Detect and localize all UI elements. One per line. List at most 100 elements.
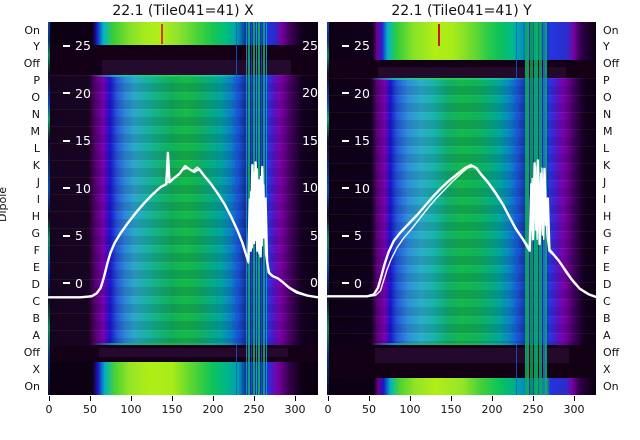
- row-label-left: I: [36, 193, 40, 206]
- beam-curve: [48, 166, 318, 298]
- row-label-right: M: [603, 125, 613, 139]
- row-labels-left: On Y Off P O N M L K J I H G F E D C B A Off X On: [0, 22, 43, 395]
- x-tick-mark: [172, 396, 173, 401]
- beam-curve-svg: [48, 151, 318, 299]
- tick-dash: [342, 187, 349, 189]
- row-label-right: H: [603, 210, 612, 223]
- x-tick-label: 250: [243, 403, 265, 416]
- row-label-right: K: [603, 159, 611, 173]
- db-tick-value: 10: [75, 180, 91, 196]
- row-label-left: H: [31, 210, 40, 223]
- row-label-left: On: [24, 23, 40, 37]
- band-all-on-bottom: [48, 362, 318, 395]
- x-tick-label: 200: [202, 403, 224, 416]
- row-label-right: P: [603, 74, 610, 88]
- dark-row-patch: [378, 67, 567, 78]
- row-label-right: On: [603, 379, 619, 393]
- db-tick-value: 10: [354, 180, 370, 196]
- x-tick-label: 250: [522, 403, 544, 416]
- row-label-left: L: [33, 142, 40, 156]
- x-tick-mark: [492, 396, 493, 401]
- db-tick-label: 5: [63, 227, 83, 245]
- x-tick-mark: [574, 396, 575, 401]
- rfi-stripe: [527, 22, 530, 395]
- db-tick-value: 20: [354, 85, 370, 101]
- row-labels-right: On Y Off P O N M L K J I H G F E D C B A Off X On: [601, 22, 640, 395]
- db-tick-value: 0: [354, 275, 362, 291]
- tick-dash: [63, 139, 70, 142]
- red-marker: [161, 24, 164, 44]
- db-tick-value: 5: [75, 228, 83, 243]
- rfi-stripe: [516, 22, 518, 395]
- row-label-right: Off: [603, 345, 620, 359]
- row-label-left: C: [32, 294, 40, 308]
- tick-dash: [342, 44, 349, 47]
- x-tick-label: 50: [83, 403, 97, 416]
- band-off-lower: [48, 345, 318, 362]
- row-label-left: E: [33, 260, 40, 274]
- tick-dash: [63, 44, 70, 47]
- tick-dash: [342, 282, 349, 284]
- row-label-left: Off: [23, 57, 40, 71]
- db-tick-value: 5: [354, 228, 362, 243]
- row-label-left: D: [31, 277, 40, 291]
- x-tick-label: 100: [399, 403, 421, 416]
- x-tick-mark: [131, 396, 132, 401]
- db-tick-value: 20: [75, 85, 91, 101]
- row-label-left: F: [33, 243, 40, 257]
- band-body: [48, 75, 318, 345]
- db-tick-label: 10: [63, 179, 91, 197]
- row-label-left: On: [24, 379, 40, 393]
- tick-dash: [63, 92, 70, 94]
- band-off-lower: [327, 345, 596, 378]
- x-tick-mark: [90, 396, 91, 401]
- beam-curve: [48, 151, 318, 299]
- band-off-upper: [48, 45, 318, 75]
- row-label-left: G: [31, 226, 40, 240]
- row-label-left: Y: [33, 40, 40, 54]
- x-tick-label: 300: [284, 403, 306, 416]
- row-label-right: G: [603, 226, 612, 240]
- x-tick-label: 50: [362, 403, 376, 416]
- middle-db-label: 5: [310, 227, 318, 243]
- db-tick-label: 20: [63, 84, 91, 102]
- x-tick-mark: [328, 396, 329, 401]
- row-label-right: On: [603, 23, 619, 37]
- panel-left-edge: [48, 22, 50, 395]
- dark-row-patch: [99, 347, 289, 357]
- row-label-left: J: [36, 176, 40, 190]
- row-label-left: B: [32, 311, 40, 325]
- panel-left-edge: [327, 22, 329, 395]
- middle-db-label: 10: [302, 180, 318, 195]
- row-label-right: E: [603, 260, 610, 274]
- row-label-left: K: [32, 159, 40, 173]
- row-label-right: N: [603, 108, 612, 122]
- tick-dash: [342, 234, 349, 237]
- x-tick-label: 0: [45, 403, 53, 416]
- db-tick-label: 5: [342, 227, 362, 245]
- rfi-stripe: [246, 22, 248, 395]
- row-label-right: Y: [603, 40, 610, 54]
- row-label-right: O: [603, 91, 612, 105]
- db-tick-label: 25: [63, 37, 91, 55]
- db-tick-value: 25: [75, 38, 91, 53]
- x-tick-mark: [533, 396, 534, 401]
- row-label-right: I: [603, 193, 607, 206]
- db-tick-label: 0: [63, 274, 83, 292]
- x-tick-label: 200: [481, 403, 503, 416]
- db-tick-label: 10: [342, 179, 370, 197]
- x-tick-label: 0: [324, 403, 332, 416]
- middle-db-label: 0: [310, 275, 318, 290]
- row-label-left: A: [32, 328, 40, 342]
- middle-db-label: 25: [302, 37, 318, 53]
- dark-row-patch: [102, 60, 291, 75]
- row-label-left: P: [33, 74, 40, 88]
- db-tick-label: 25: [342, 37, 370, 55]
- heatmap-panel-y: 25 20 15 10 5 0: [327, 22, 596, 395]
- middle-db-label: 15: [302, 132, 318, 148]
- band-all-on-top: [48, 22, 318, 45]
- rfi-stripe: [235, 22, 237, 395]
- beam-curve: [327, 165, 596, 298]
- db-tick-value: 0: [75, 275, 83, 291]
